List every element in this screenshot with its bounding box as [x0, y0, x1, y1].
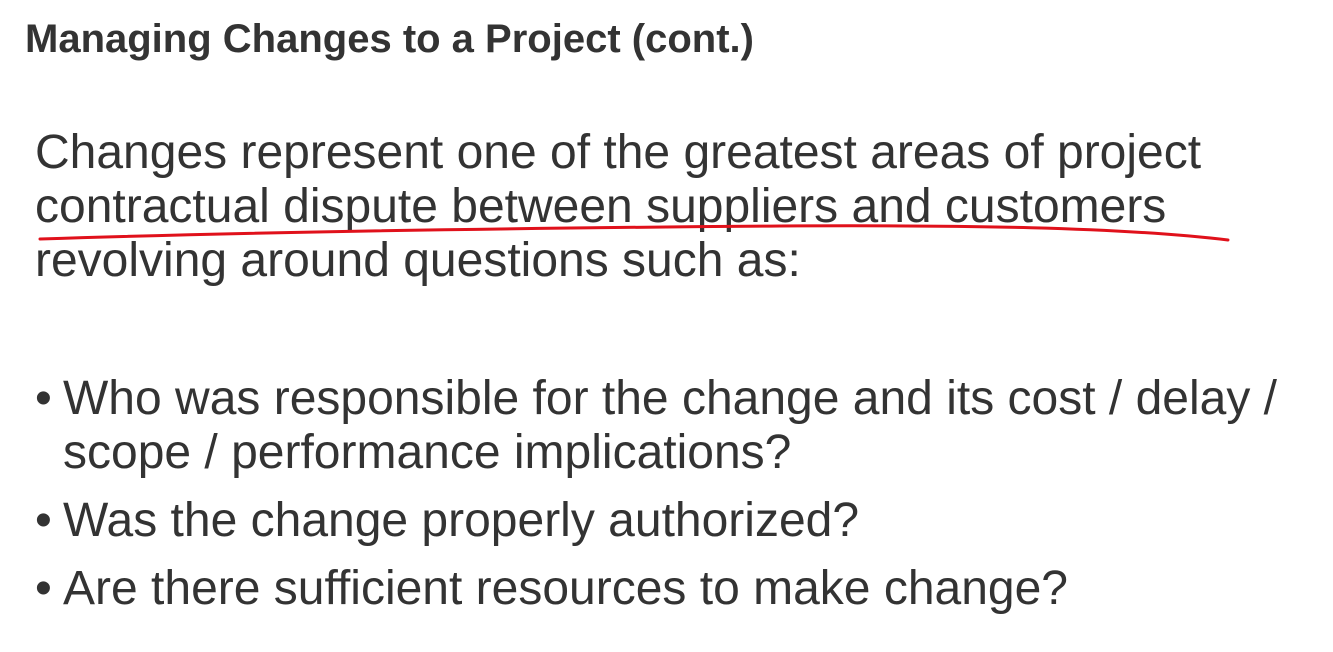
bullet-dot-icon: •: [35, 494, 52, 547]
bullet-3-line-1: Are there sufficient resources to make c…: [63, 562, 1068, 615]
bullet-item-authorization: • Was the change properly authorized?: [35, 494, 1277, 548]
bullet-1-line-2: scope / performance implications?: [63, 426, 792, 479]
intro-line-1: Changes represent one of the greatest ar…: [35, 126, 1202, 179]
bullet-1-line-1: Who was responsible for the change and i…: [63, 372, 1277, 425]
slide-title: Managing Changes to a Project (cont.): [25, 17, 754, 61]
bullet-list: • Who was responsible for the change and…: [35, 372, 1277, 630]
bullet-dot-icon: •: [35, 372, 52, 425]
bullet-dot-icon: •: [35, 562, 52, 615]
intro-line-3: revolving around questions such as:: [35, 234, 801, 287]
intro-line-2-annotated: contractual dispute between suppliers an…: [35, 180, 1167, 233]
bullet-2-line-1: Was the change properly authorized?: [63, 494, 860, 547]
bullet-item-responsibility: • Who was responsible for the change and…: [35, 372, 1277, 480]
bullet-item-resources: • Are there sufficient resources to make…: [35, 562, 1277, 616]
intro-paragraph: Changes represent one of the greatest ar…: [35, 126, 1201, 288]
